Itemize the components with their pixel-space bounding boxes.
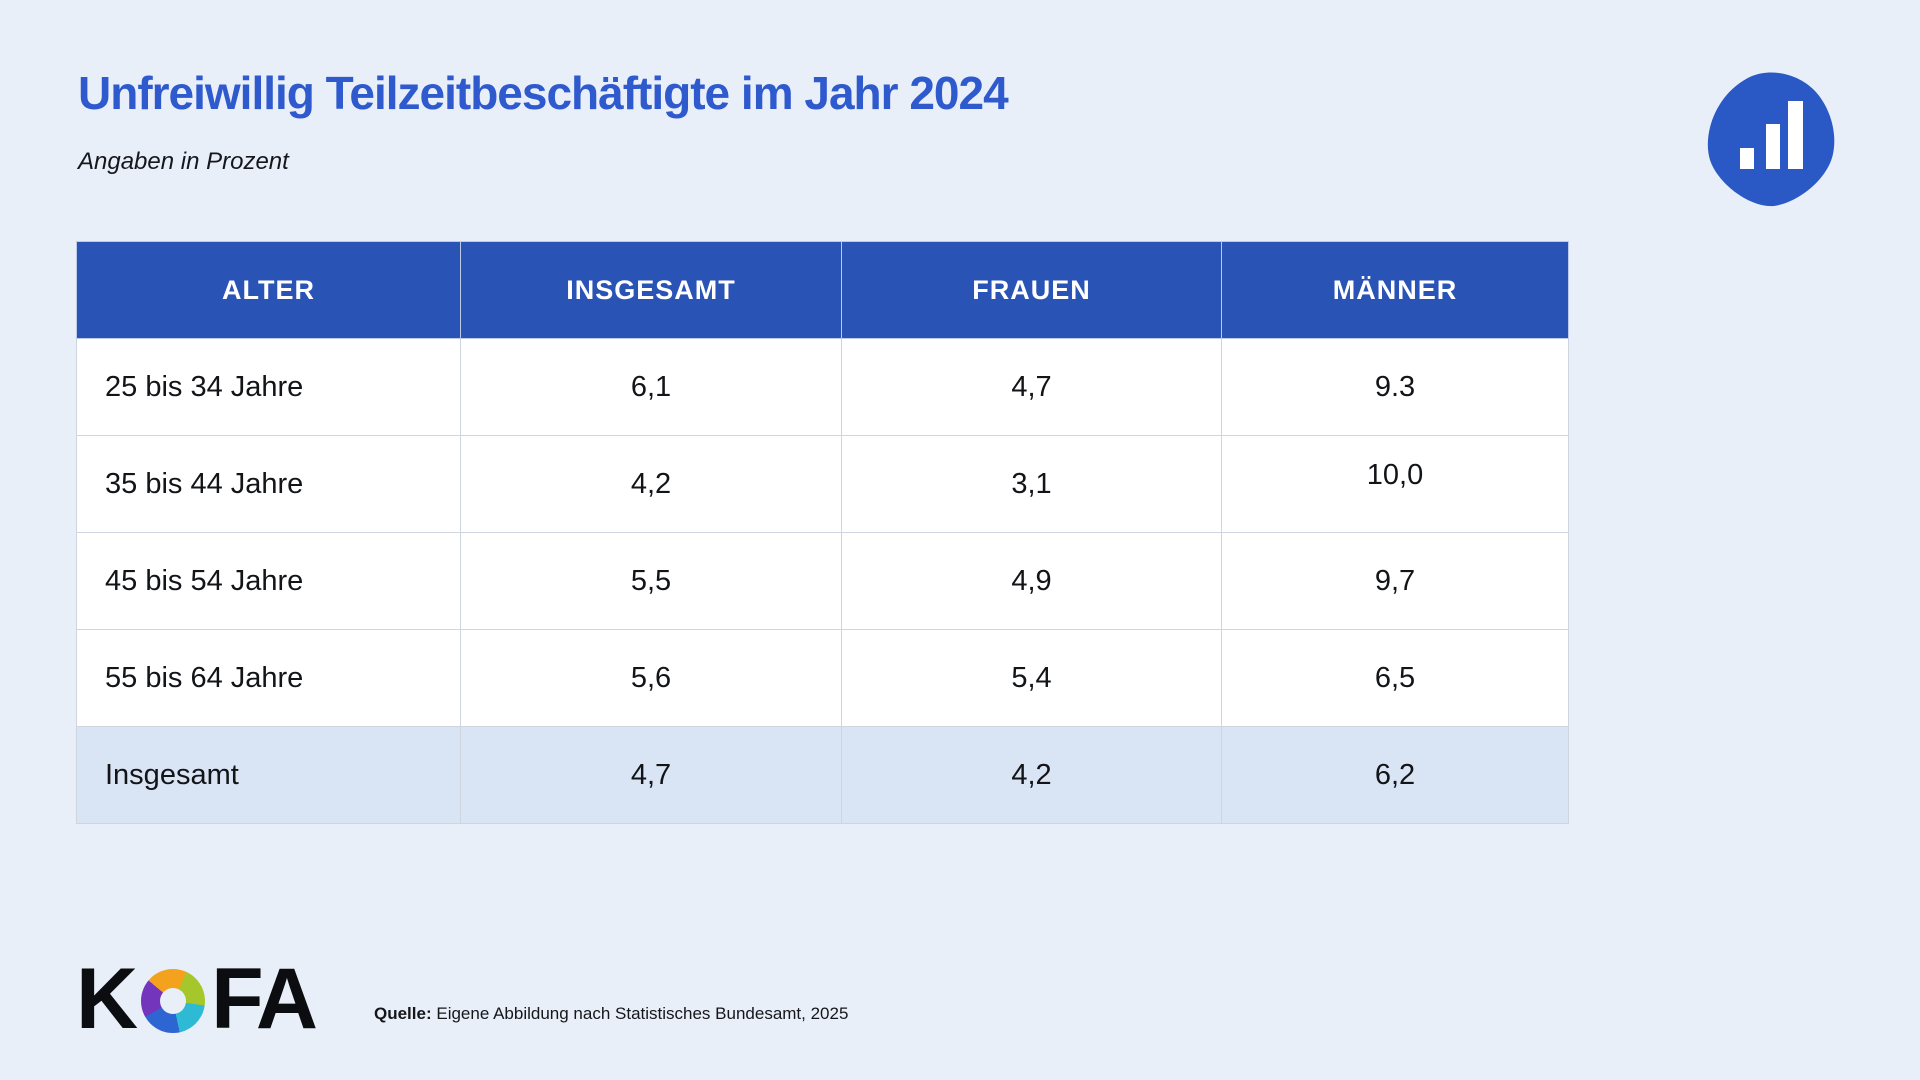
column-header-alter: ALTER (76, 241, 461, 339)
row-label: 45 bis 54 Jahre (76, 532, 461, 630)
source-text: Eigene Abbildung nach Statistisches Bund… (436, 1004, 849, 1023)
row-label: 35 bis 44 Jahre (76, 435, 461, 533)
cell-frauen: 5,4 (841, 629, 1222, 727)
cell-insgesamt: 4,2 (460, 435, 842, 533)
bar-chart-badge-icon (1700, 66, 1840, 214)
table-row-45-54: 45 bis 54 Jahre 5,5 4,9 9,7 (76, 532, 1569, 630)
cell-maenner: 6,5 (1221, 629, 1569, 727)
page-subtitle: Angaben in Prozent (78, 148, 289, 175)
kofa-letter-k: K (76, 951, 138, 1047)
kofa-letters-fa: FA (211, 951, 318, 1047)
data-table: ALTER INSGESAMT FRAUEN MÄNNER 25 bis 34 … (76, 241, 1569, 824)
row-label: Insgesamt (76, 726, 461, 824)
column-header-maenner: MÄNNER (1221, 241, 1569, 339)
table-header-row: ALTER INSGESAMT FRAUEN MÄNNER (76, 241, 1569, 339)
kofa-aperture-o-icon (141, 969, 206, 1033)
row-label: 25 bis 34 Jahre (76, 338, 461, 436)
cell-frauen: 3,1 (841, 435, 1222, 533)
column-header-frauen: FRAUEN (841, 241, 1222, 339)
source-note: Quelle: Eigene Abbildung nach Statistisc… (374, 1002, 848, 1026)
table-row-insgesamt-total: Insgesamt 4,7 4,2 6,2 (76, 726, 1569, 824)
cell-maenner: 6,2 (1221, 726, 1569, 824)
cell-frauen: 4,2 (841, 726, 1222, 824)
kofa-logo: K FA (76, 951, 318, 1047)
cell-frauen: 4,7 (841, 338, 1222, 436)
cell-maenner: 9,7 (1221, 532, 1569, 630)
cell-value: 10,0 (1366, 458, 1424, 491)
page-title: Unfreiwillig Teilzeitbeschäftigte im Jah… (78, 67, 1009, 119)
row-label: 55 bis 64 Jahre (76, 629, 461, 727)
table-row-55-64: 55 bis 64 Jahre 5,6 5,4 6,5 (76, 629, 1569, 727)
source-label: Quelle: (374, 1004, 432, 1023)
table-row-25-34: 25 bis 34 Jahre 6,1 4,7 9.3 (76, 338, 1569, 436)
cell-frauen: 4,9 (841, 532, 1222, 630)
cell-insgesamt: 5,5 (460, 532, 842, 630)
cell-insgesamt: 6,1 (460, 338, 842, 436)
cell-maenner: 9.3 (1221, 338, 1569, 436)
cell-insgesamt: 4,7 (460, 726, 842, 824)
column-header-insgesamt: INSGESAMT (460, 241, 842, 339)
cell-maenner: 10,0 (1221, 435, 1569, 533)
table-row-35-44: 35 bis 44 Jahre 4,2 3,1 10,0 (76, 435, 1569, 533)
cell-insgesamt: 5,6 (460, 629, 842, 727)
